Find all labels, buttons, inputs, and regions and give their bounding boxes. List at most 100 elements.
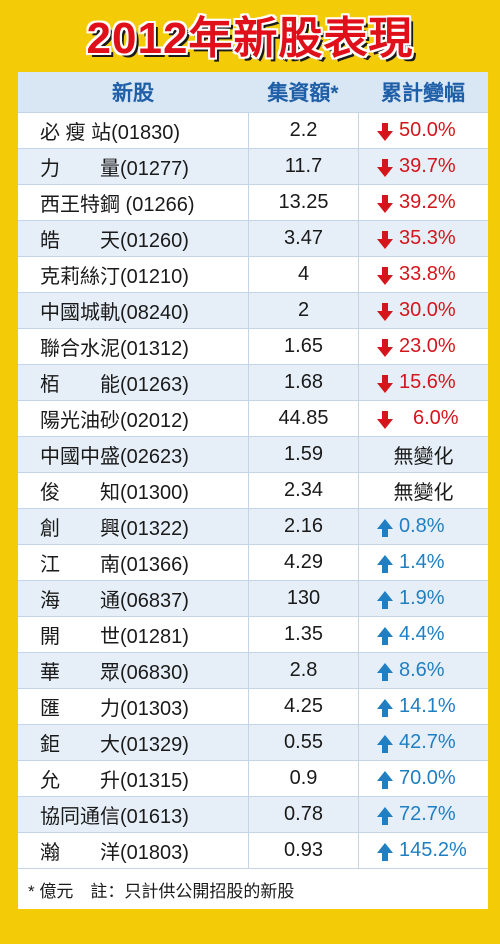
arrow-up-icon: [377, 698, 393, 717]
change-value: 30.0%: [399, 299, 456, 321]
arrow-down-icon: [377, 230, 393, 249]
change-cell: 70.0%: [358, 761, 488, 796]
stock-name-cell: 允 升(01315): [40, 770, 189, 792]
change-value: 4.4%: [399, 623, 445, 645]
footnote: * 億元 註：只計供公開招股的新股: [18, 868, 488, 909]
change-cell: 6.0%: [358, 401, 488, 436]
arrow-down-icon: [377, 194, 393, 213]
table-row: 創 興(01322) 2.16 0.8%: [18, 508, 488, 544]
column-header-change: 累計變幅: [381, 82, 465, 105]
change-value: 39.2%: [399, 191, 456, 213]
change-value: 50.0%: [399, 119, 456, 141]
arrow-up-icon: [377, 806, 393, 825]
arrow-up-icon: [377, 734, 393, 753]
change-value: 1.9%: [399, 587, 445, 609]
amount-cell: 2.16: [248, 509, 358, 544]
amount-cell: 0.93: [248, 833, 358, 868]
amount-cell: 1.68: [248, 365, 358, 400]
amount-cell: 13.25: [248, 185, 358, 220]
change-value: 72.7%: [399, 803, 456, 825]
stock-name-cell: 鉅 大(01329): [40, 734, 189, 756]
stock-name-cell: 海 通(06837): [40, 590, 189, 612]
change-value: 1.4%: [399, 551, 445, 573]
amount-cell: 0.78: [248, 797, 358, 832]
change-cell: 35.3%: [358, 221, 488, 256]
arrow-up-icon: [377, 770, 393, 789]
change-value: 35.3%: [399, 227, 456, 249]
table-row: 江 南(01366) 4.29 1.4%: [18, 544, 488, 580]
change-cell: 72.7%: [358, 797, 488, 832]
change-value: 8.6%: [399, 659, 445, 681]
stock-name-cell: 俊 知(01300): [40, 482, 189, 504]
table-row: 匯 力(01303) 4.25 14.1%: [18, 688, 488, 724]
change-cell: 30.0%: [358, 293, 488, 328]
stock-name-cell: 開 世(01281): [40, 626, 189, 648]
amount-cell: 1.35: [248, 617, 358, 652]
stock-name-cell: 創 興(01322): [40, 518, 189, 540]
arrow-down-icon: [377, 338, 393, 357]
amount-cell: 4.25: [248, 689, 358, 724]
change-cell: 無變化: [358, 437, 488, 472]
change-cell: 39.2%: [358, 185, 488, 220]
stock-name-cell: 西王特鋼 (01266): [40, 194, 195, 216]
change-cell: 8.6%: [358, 653, 488, 688]
arrow-up-icon: [377, 554, 393, 573]
change-cell: 23.0%: [358, 329, 488, 364]
stock-name-cell: 皓 天(01260): [40, 230, 189, 252]
stock-name-cell: 陽光油砂(02012): [40, 410, 189, 432]
amount-cell: 3.47: [248, 221, 358, 256]
amount-cell: 4.29: [248, 545, 358, 580]
change-cell: 1.4%: [358, 545, 488, 580]
stock-name-cell: 中國城軌(08240): [40, 302, 189, 324]
change-cell: 0.8%: [358, 509, 488, 544]
amount-cell: 44.85: [248, 401, 358, 436]
stock-name-cell: 華 眾(06830): [40, 662, 189, 684]
change-value: 70.0%: [399, 767, 456, 789]
table-row: 栢 能(01263) 1.68 15.6%: [18, 364, 488, 400]
stock-name-cell: 必 瘦 站(01830): [40, 122, 181, 144]
table-row: 開 世(01281) 1.35 4.4%: [18, 616, 488, 652]
ipo-performance-table: 新股 集資額* 累計變幅 必 瘦 站(01830) 2.2 50.0% 力 量(012…: [18, 72, 488, 909]
arrow-down-icon: [377, 302, 393, 321]
table-body: 必 瘦 站(01830) 2.2 50.0% 力 量(01277) 11.7 39.7% 西…: [18, 112, 488, 868]
change-cell: 4.4%: [358, 617, 488, 652]
change-cell: 42.7%: [358, 725, 488, 760]
stock-name-cell: 栢 能(01263): [40, 374, 189, 396]
table-row: 華 眾(06830) 2.8 8.6%: [18, 652, 488, 688]
amount-cell: 11.7: [248, 149, 358, 184]
change-value: 145.2%: [399, 839, 467, 861]
table-row: 瀚 洋(01803) 0.93 145.2%: [18, 832, 488, 868]
amount-cell: 4: [248, 257, 358, 292]
column-header-stock: 新股: [112, 82, 154, 105]
stock-name-cell: 協同通信(01613): [40, 806, 189, 828]
change-value: 33.8%: [399, 263, 456, 285]
arrow-up-icon: [377, 626, 393, 645]
table-row: 西王特鋼 (01266) 13.25 39.2%: [18, 184, 488, 220]
change-cell: 無變化: [358, 473, 488, 508]
table-row: 俊 知(01300) 2.34 無變化: [18, 472, 488, 508]
amount-cell: 1.59: [248, 437, 358, 472]
table-row: 海 通(06837) 130 1.9%: [18, 580, 488, 616]
change-value: 無變化: [393, 482, 454, 504]
stock-name-cell: 瀚 洋(01803): [40, 842, 189, 864]
arrow-down-icon: [377, 266, 393, 285]
change-value: 6.0%: [413, 407, 459, 429]
table-row: 力 量(01277) 11.7 39.7%: [18, 148, 488, 184]
arrow-up-icon: [377, 662, 393, 681]
table-row: 皓 天(01260) 3.47 35.3%: [18, 220, 488, 256]
arrow-up-icon: [377, 518, 393, 537]
change-cell: 33.8%: [358, 257, 488, 292]
table-row: 中國中盛(02623) 1.59 無變化: [18, 436, 488, 472]
change-cell: 39.7%: [358, 149, 488, 184]
change-value: 42.7%: [399, 731, 456, 753]
table-row: 陽光油砂(02012) 44.85 6.0%: [18, 400, 488, 436]
arrow-down-icon: [377, 374, 393, 393]
arrow-down-icon: [377, 158, 393, 177]
table-row: 必 瘦 站(01830) 2.2 50.0%: [18, 112, 488, 148]
change-cell: 15.6%: [358, 365, 488, 400]
change-cell: 1.9%: [358, 581, 488, 616]
stock-name-cell: 中國中盛(02623): [40, 446, 189, 468]
arrow-up-icon: [377, 590, 393, 609]
column-header-amount: 集資額*: [267, 82, 339, 105]
amount-cell: 2.2: [248, 113, 358, 148]
